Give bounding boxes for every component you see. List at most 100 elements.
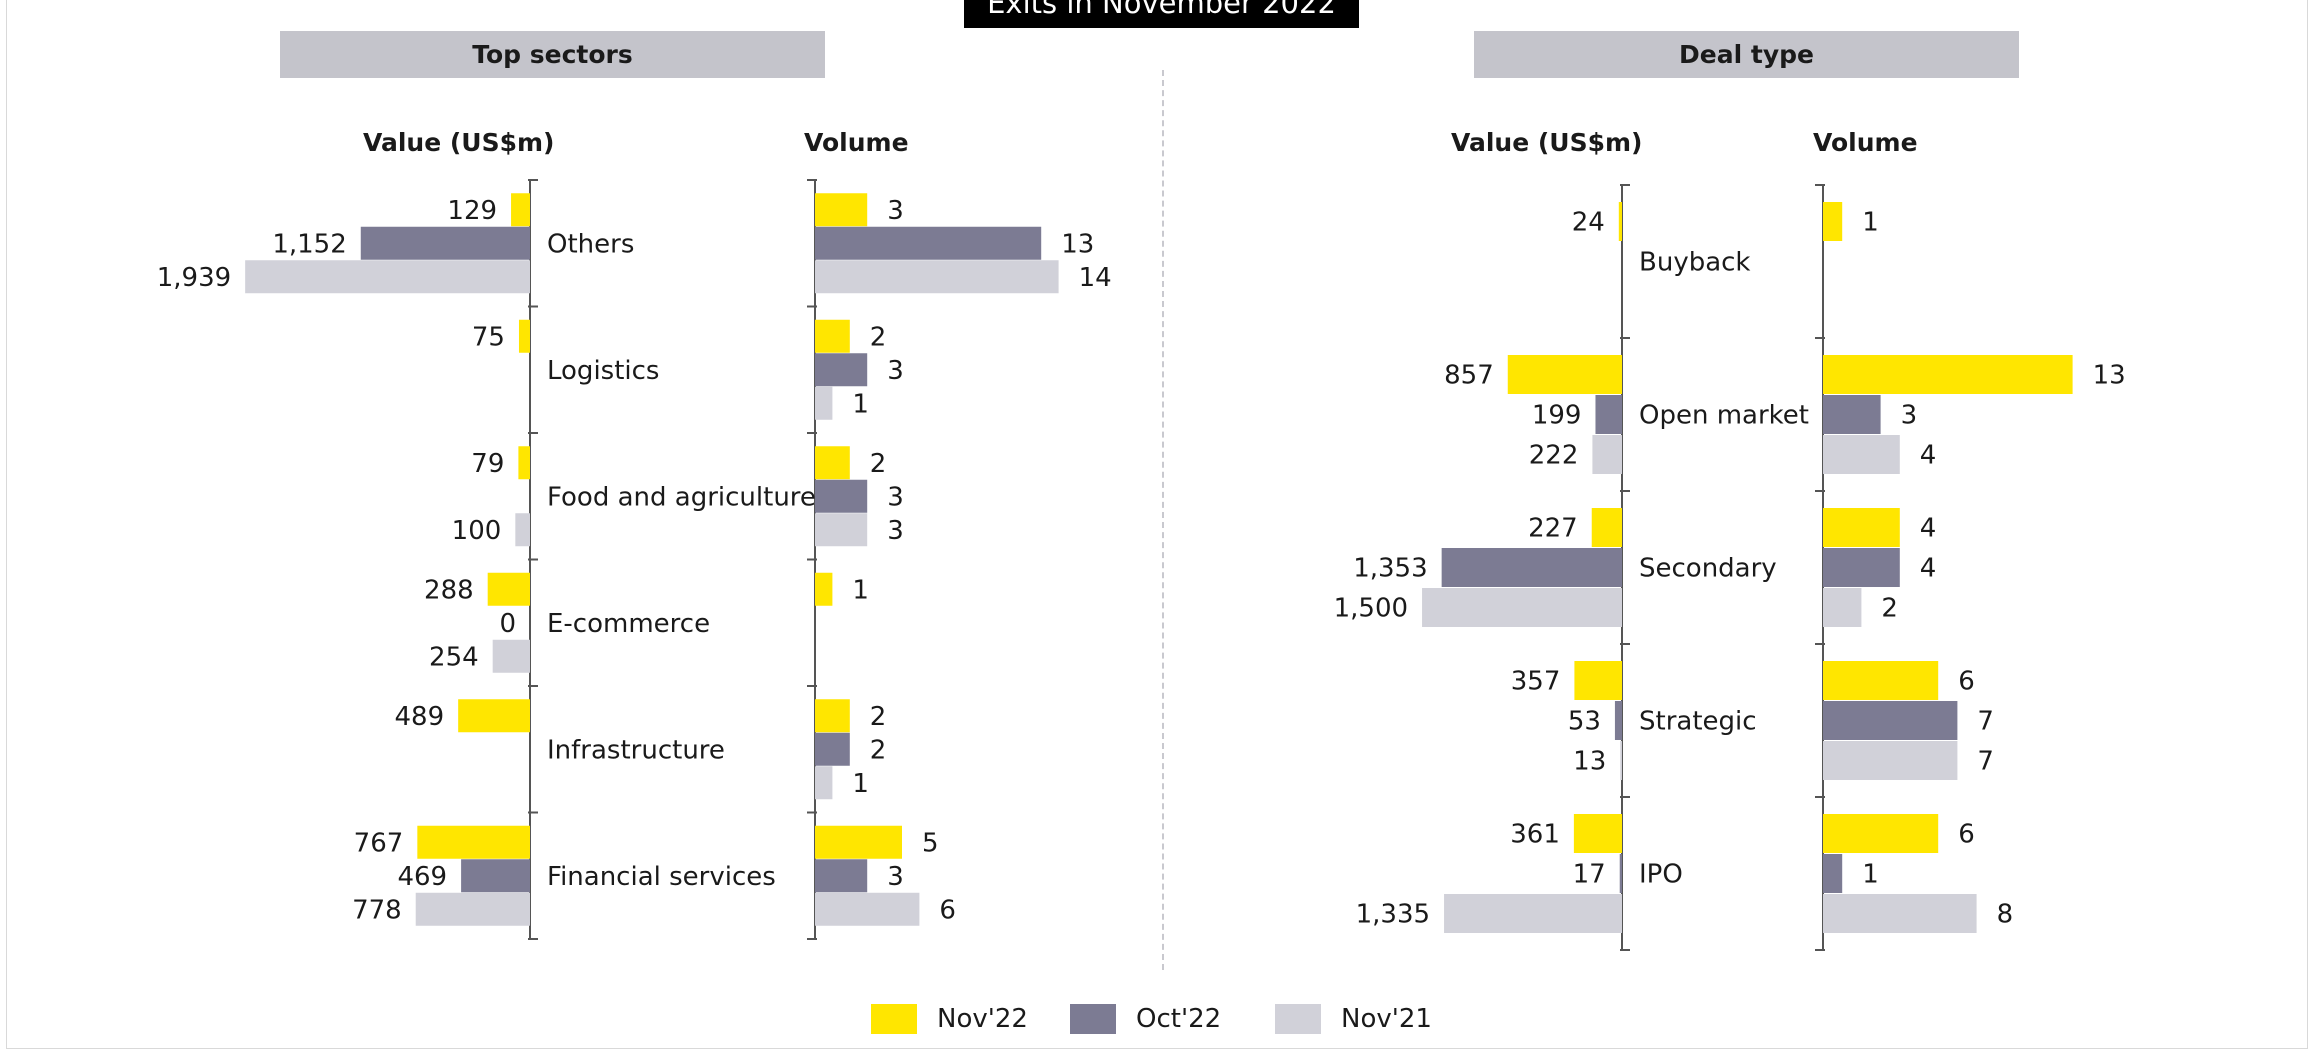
value-data-label: 489 [395,702,445,732]
volume-data-label: 4 [1920,554,1937,584]
value-bar-open-market-1 [1595,395,1622,434]
chart-frame [6,0,2308,1049]
volume-bar-food-and-agriculture-0 [815,446,850,480]
value-data-label: 1,939 [157,263,231,293]
volume-bar-open-market-1 [1823,395,1881,434]
category-label-financial-services: Financial services [547,862,776,892]
volume-data-label: 2 [1881,594,1898,624]
category-label-infrastructure: Infrastructure [547,735,725,765]
section-header-deal-type: Deal type [1474,31,2019,78]
value-bar-others-1 [360,226,530,260]
legend-label: Oct'22 [1136,1004,1222,1034]
volume-data-label: 7 [1977,747,1994,777]
value-data-label: 100 [452,516,502,546]
value-bar-strategic-2 [1620,741,1622,780]
value-data-label: 79 [471,449,504,479]
legend-label: Nov'22 [937,1004,1028,1034]
volume-data-label: 14 [1079,263,1112,293]
value-bar-logistics-0 [518,319,530,353]
volume-bar-logistics-2 [815,386,833,420]
top-sectors-volume-heading: Volume [804,128,909,157]
volume-bar-strategic-1 [1823,701,1958,740]
value-bar-food-and-agriculture-0 [518,446,530,480]
value-bar-ipo-1 [1619,854,1622,893]
value-data-label: 17 [1573,860,1606,890]
volume-data-label: 13 [1061,229,1094,259]
volume-data-label: 1 [852,389,869,419]
category-label-open-market: Open market [1639,401,1809,431]
value-data-label: 1,500 [1334,594,1408,624]
volume-data-label: 1 [852,575,869,605]
volume-bar-financial-services-1 [815,859,868,893]
deal-type-volume-heading: Volume [1813,128,1918,157]
value-data-label: 288 [424,575,474,605]
volume-bar-ipo-0 [1823,814,1939,853]
volume-data-label: 4 [1920,441,1937,471]
volume-bar-infrastructure-0 [815,699,850,733]
value-data-label: 129 [447,196,497,226]
volume-bar-open-market-2 [1823,435,1900,474]
volume-bar-buyback-0 [1823,202,1843,241]
legend-label: Nov'21 [1341,1004,1432,1034]
value-data-label: 357 [1511,667,1561,697]
legend-swatch [1275,1004,1321,1034]
deal-type-value-heading: Value (US$m) [1451,128,1643,157]
volume-bar-infrastructure-2 [815,766,833,800]
category-label-strategic: Strategic [1639,707,1757,737]
volume-data-label: 2 [870,702,887,732]
volume-data-label: 1 [1862,208,1879,238]
volume-data-label: 6 [1958,820,1975,850]
volume-data-label: 3 [887,862,904,892]
volume-data-label: 5 [922,828,939,858]
value-bar-secondary-1 [1441,548,1622,587]
legend: Nov'22 Oct'22 Nov'21 [0,1004,2315,1034]
volume-bar-financial-services-2 [815,892,920,926]
value-data-label: 1,335 [1356,900,1430,930]
volume-data-label: 3 [887,196,904,226]
value-data-label: 778 [352,895,402,925]
value-data-label: 469 [397,862,447,892]
value-data-label: 254 [429,642,479,672]
volume-bar-food-and-agriculture-2 [815,513,868,547]
volume-bar-financial-services-0 [815,825,902,859]
value-data-label: 53 [1568,707,1601,737]
value-data-label: 1,353 [1353,554,1427,584]
volume-data-label: 8 [1997,900,2014,930]
value-bar-food-and-agriculture-2 [515,513,530,547]
category-label-others: Others [547,229,634,259]
value-data-label: 13 [1573,747,1606,777]
value-data-label: 227 [1528,514,1578,544]
value-bar-ipo-0 [1573,814,1622,853]
value-bar-others-2 [245,260,531,294]
volume-bar-secondary-1 [1823,548,1900,587]
volume-bar-logistics-0 [815,319,850,353]
value-bar-others-0 [511,193,530,227]
volume-bar-strategic-0 [1823,661,1939,700]
value-bar-financial-services-2 [415,892,530,926]
volume-data-label: 6 [939,895,956,925]
volume-data-label: 3 [887,356,904,386]
top-sectors-value-heading: Value (US$m) [363,128,555,157]
volume-bar-logistics-1 [815,353,868,387]
legend-swatch [871,1004,917,1034]
legend-swatch [1070,1004,1116,1034]
value-bar-strategic-0 [1574,661,1622,700]
category-label-logistics: Logistics [547,356,659,386]
volume-bar-e-commerce-0 [815,572,833,606]
volume-bar-open-market-0 [1823,355,2073,394]
volume-data-label: 3 [1901,401,1918,431]
value-bar-secondary-2 [1422,588,1622,627]
value-bar-financial-services-1 [461,859,530,893]
category-label-food-and-agriculture: Food and agriculture [547,482,816,512]
volume-data-label: 2 [870,735,887,765]
value-data-label: 75 [472,322,505,352]
value-bar-buyback-0 [1618,202,1622,241]
section-divider [1162,70,1164,970]
volume-bar-others-1 [815,226,1042,260]
value-data-label: 767 [354,828,404,858]
volume-bar-ipo-1 [1823,854,1843,893]
volume-data-label: 13 [2093,361,2126,391]
volume-bar-others-2 [815,260,1059,294]
volume-data-label: 6 [1958,667,1975,697]
category-label-ipo: IPO [1639,860,1683,890]
